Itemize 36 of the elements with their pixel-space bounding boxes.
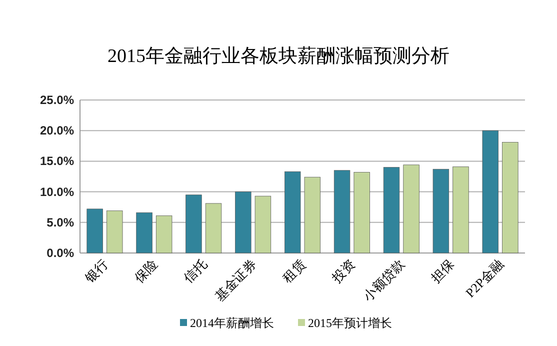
y-tick-label: 25.0% xyxy=(40,93,74,107)
legend-label: 2015年预计增长 xyxy=(308,316,392,330)
legend-label: 2014年薪酬增长 xyxy=(190,316,274,330)
bar xyxy=(354,172,370,254)
x-tick-label: 租赁 xyxy=(280,256,309,286)
bar xyxy=(482,130,498,254)
bar xyxy=(432,168,450,254)
bar xyxy=(452,166,469,254)
x-tick-label: 信托 xyxy=(180,256,210,286)
bar xyxy=(106,210,123,254)
x-tick-label: 保险 xyxy=(131,256,160,286)
x-tick-label: 银行 xyxy=(81,256,111,286)
x-tick-label: P2P金融 xyxy=(462,256,506,300)
bar xyxy=(86,208,103,254)
bar xyxy=(254,196,272,254)
bar xyxy=(304,176,320,254)
bar xyxy=(156,215,172,254)
y-tick-label: 0.0% xyxy=(46,246,74,260)
x-tick-label: 基金证券 xyxy=(212,256,260,304)
bar xyxy=(205,203,222,254)
y-tick-label: 20.0% xyxy=(40,124,74,138)
x-tick-label: 小额贷款 xyxy=(360,256,408,304)
bar xyxy=(186,194,202,254)
y-tick-label: 5.0% xyxy=(46,215,74,230)
bar xyxy=(284,171,301,254)
bar xyxy=(403,164,420,254)
bar xyxy=(502,142,518,254)
bar xyxy=(383,167,400,254)
y-tick-label: 15.0% xyxy=(40,154,74,168)
bar xyxy=(334,170,350,254)
y-tick-label: 10.0% xyxy=(40,184,74,199)
x-tick-label: 担保 xyxy=(428,256,457,286)
bar xyxy=(235,192,252,254)
x-tick-label: 投资 xyxy=(328,256,358,286)
chart-title: 2015年金融行业各板块薪酬涨幅预测分析 xyxy=(108,46,450,67)
bar xyxy=(136,212,152,254)
